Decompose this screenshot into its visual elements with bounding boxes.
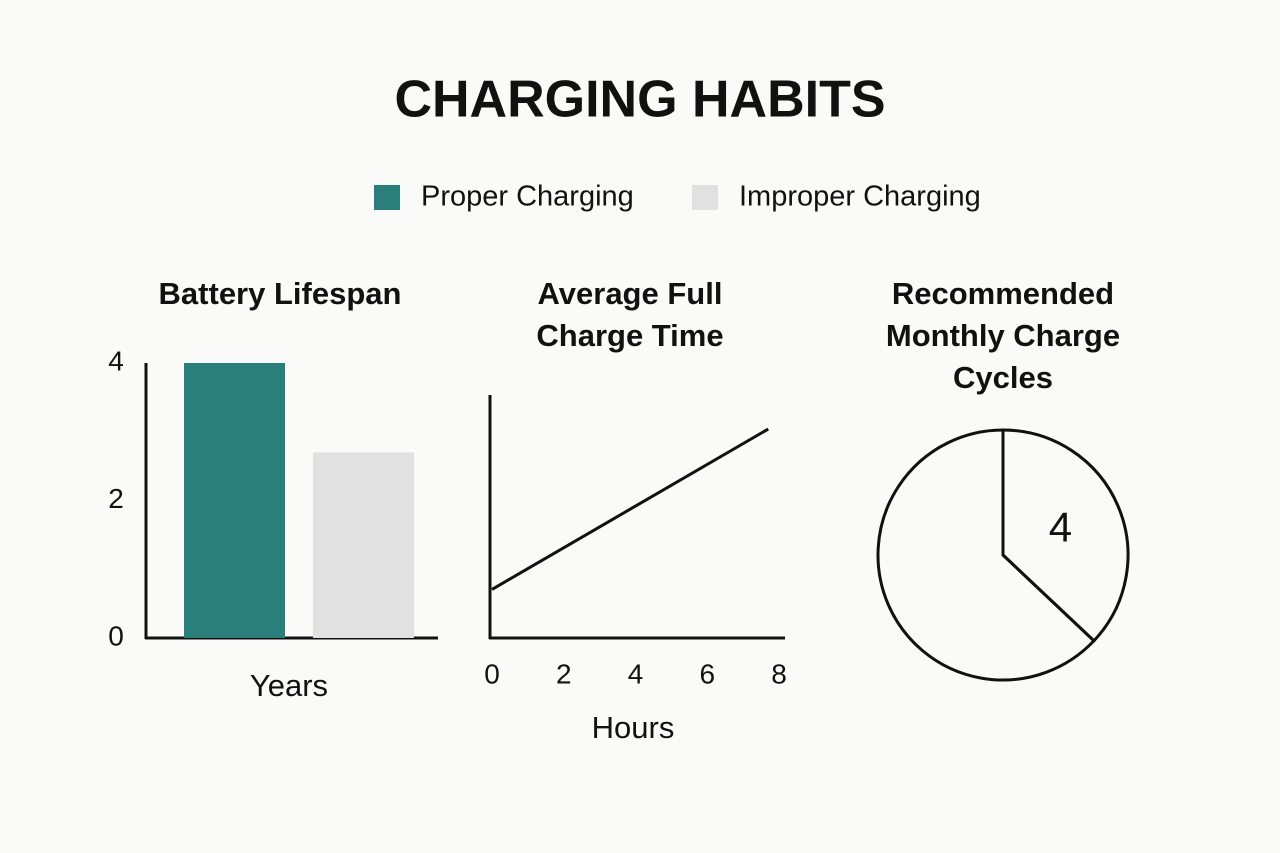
legend-swatch	[692, 185, 718, 210]
legend-label: Improper Charging	[739, 181, 981, 213]
legend-label: Proper Charging	[421, 181, 634, 213]
x-tick-label: 6	[699, 658, 715, 689]
page-title: CHARGING HABITS	[394, 71, 885, 129]
x-tick-label: 2	[556, 658, 572, 689]
pie-slice	[876, 428, 1097, 682]
x-tick-label: 8	[771, 658, 787, 689]
bar	[184, 363, 285, 638]
chart-title: Battery Lifespan	[158, 276, 402, 311]
x-tick-label: 4	[628, 658, 644, 689]
chart-title: Recommended Monthly Charge Cycles	[885, 276, 1121, 395]
chart-title: Average Full Charge Time	[536, 276, 724, 353]
data-label: 4	[1049, 503, 1072, 550]
bar	[313, 452, 414, 638]
y-tick-label: 0	[108, 620, 124, 651]
line	[491, 427, 769, 591]
y-tick-label: 4	[108, 345, 124, 376]
x-tick-label: 0	[484, 658, 500, 689]
x-axis-label: Hours	[592, 710, 675, 745]
legend-swatch	[374, 185, 400, 210]
pie-slice	[1001, 428, 1130, 643]
x-axis-label: Years	[250, 668, 328, 703]
y-tick-label: 2	[108, 483, 124, 514]
